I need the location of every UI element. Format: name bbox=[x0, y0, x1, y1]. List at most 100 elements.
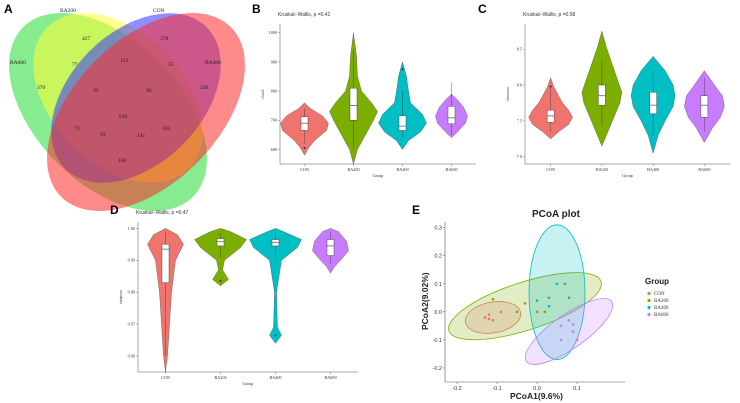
outlier-point bbox=[219, 280, 222, 282]
legend-key-ba400 bbox=[647, 305, 651, 310]
legend-label-ba400: BA400 bbox=[654, 306, 669, 311]
box-ba600 bbox=[447, 106, 456, 124]
venn-count-ba600-con: 73 bbox=[74, 126, 80, 132]
x-tick-label: BA400 bbox=[396, 167, 408, 172]
box-ba200 bbox=[598, 84, 606, 106]
point-ba600 bbox=[567, 318, 571, 322]
venn-count-ba600-ba200: 77 bbox=[72, 62, 78, 68]
pcoa-y-tick-label: -0.2 bbox=[433, 366, 442, 372]
point-ba200 bbox=[543, 310, 547, 314]
legend-label-ba600: BA600 bbox=[654, 313, 669, 318]
pcoa-x-tick-label: 0.1 bbox=[573, 386, 581, 392]
y-tick-label: 8.0 bbox=[517, 82, 522, 87]
point-con bbox=[487, 313, 491, 316]
chart-d-title: Kruskal−Wallis, p =0.47 bbox=[136, 210, 189, 216]
outlier-point bbox=[549, 85, 552, 88]
pcoa-plot: PCoA plot PCoA1(9.6%) PCoA2(9.02%) Group… bbox=[420, 209, 669, 401]
point-ba200 bbox=[535, 310, 539, 314]
point-con bbox=[483, 316, 487, 319]
point-con bbox=[491, 318, 495, 322]
violin-ba200 bbox=[194, 228, 247, 287]
x-tick-label: BA600 bbox=[324, 375, 336, 380]
point-ba400 bbox=[567, 296, 571, 300]
venn-count-ba600-ba200-ba400: 141 bbox=[137, 133, 146, 139]
pcoa-y-tick-label: -0.1 bbox=[433, 338, 442, 344]
confidence-ellipse-ba600 bbox=[524, 298, 614, 365]
point-ba400 bbox=[547, 304, 551, 308]
venn-count-ba600-con-ba400: 93 bbox=[100, 132, 106, 138]
legend-title: Group bbox=[645, 277, 669, 286]
confidence-ellipse-ba200 bbox=[448, 272, 602, 341]
confidence-ellipse-ba400 bbox=[528, 224, 586, 360]
violin-chart-chao1: Kruskal−Wallis, p =0.41 chao1 Group 600 7… bbox=[260, 12, 476, 178]
venn-name-ba200: BA200 bbox=[60, 8, 76, 14]
x-tick-label: CON bbox=[546, 167, 555, 172]
violin-chart-shannon: Kruskal−Wallis, p =0.58 shannon Group 7.… bbox=[505, 12, 730, 178]
venn-count-ba600-ba200-con: 93 bbox=[93, 88, 99, 94]
x-tick-label: CON bbox=[161, 375, 170, 380]
x-tick-label: BA600 bbox=[445, 167, 457, 172]
point-ba400 bbox=[563, 282, 567, 286]
point-ba400 bbox=[555, 282, 559, 286]
violin-ba400 bbox=[249, 228, 302, 344]
y-tick-label: 1.00 bbox=[128, 226, 135, 231]
point-ba400 bbox=[547, 296, 551, 300]
outlier-point bbox=[274, 334, 277, 337]
y-tick-label: 0.96 bbox=[128, 353, 135, 358]
point-ba400 bbox=[535, 299, 539, 302]
x-tick-label: CON bbox=[300, 167, 309, 172]
panel-label-d: D bbox=[110, 203, 119, 217]
pcoa-x-tick-label: 0.0 bbox=[533, 386, 541, 392]
box-con bbox=[300, 116, 309, 131]
point-ba600 bbox=[559, 338, 563, 342]
venn-count-ba200-con-ba400: 96 bbox=[146, 88, 152, 94]
box-ba400 bbox=[398, 115, 407, 131]
y-tick-label: 700 bbox=[271, 118, 277, 123]
legend-label-ba200: BA200 bbox=[654, 299, 669, 304]
venn-count-con-only: 378 bbox=[160, 36, 169, 42]
chart-b-title: Kruskal−Wallis, p =0.41 bbox=[278, 12, 331, 18]
panel-label-e: E bbox=[412, 203, 420, 217]
y-tick-label: 1000 bbox=[269, 30, 277, 35]
venn-name-ba600: BA600 bbox=[10, 60, 26, 66]
box-ba200 bbox=[216, 238, 225, 247]
y-tick-label: 900 bbox=[271, 59, 277, 64]
y-tick-label: 7.5 bbox=[517, 118, 522, 123]
violin-chart-simpson: Kruskal−Wallis, p =0.47 simpson Group 0.… bbox=[118, 210, 358, 386]
venn-diagram bbox=[9, 13, 245, 211]
legend-label-con: CON bbox=[654, 292, 665, 297]
box-con bbox=[546, 109, 555, 123]
venn-count-ba600-ba400: 108 bbox=[118, 158, 127, 164]
box-ba600 bbox=[700, 95, 709, 118]
outlier-point bbox=[401, 68, 404, 71]
y-tick-label: 0.99 bbox=[128, 258, 135, 263]
y-tick-label: 600 bbox=[271, 147, 277, 152]
panel-label-b: B bbox=[252, 2, 261, 16]
x-tick-label: BA200 bbox=[596, 167, 608, 172]
venn-name-ba400: BA400 bbox=[205, 60, 221, 66]
panel-label-c: C bbox=[478, 2, 487, 16]
point-ba600 bbox=[575, 338, 579, 342]
point-ba600 bbox=[559, 324, 563, 328]
pcoa-y-tick-label: 0.0 bbox=[434, 310, 442, 316]
point-ba600 bbox=[571, 330, 575, 333]
chart-d-xlabel: Group bbox=[243, 381, 254, 386]
legend-key-ba600 bbox=[647, 312, 651, 317]
chart-c-title: Kruskal−Wallis, p =0.58 bbox=[523, 12, 576, 18]
x-tick-label: BA400 bbox=[647, 167, 659, 172]
box-ba200 bbox=[349, 87, 358, 121]
pcoa-ylabel: PCoA2(9.02%) bbox=[420, 272, 430, 330]
chart-b-xlabel: Group bbox=[373, 173, 384, 178]
point-ba600 bbox=[571, 323, 575, 326]
x-tick-label: BA200 bbox=[347, 167, 359, 172]
venn-set-ba400 bbox=[47, 13, 245, 211]
venn-count-ba400-only: 336 bbox=[200, 85, 209, 91]
venn-count-ba200-con: 153 bbox=[120, 58, 129, 64]
legend-key-con bbox=[647, 291, 651, 296]
point-ba200 bbox=[491, 297, 495, 301]
pcoa-y-tick-label: 0.3 bbox=[434, 226, 442, 232]
pcoa-x-tick-label: -0.1 bbox=[492, 386, 501, 392]
box-ba400 bbox=[649, 92, 657, 114]
chart-d-ylabel: simpson bbox=[118, 289, 123, 304]
